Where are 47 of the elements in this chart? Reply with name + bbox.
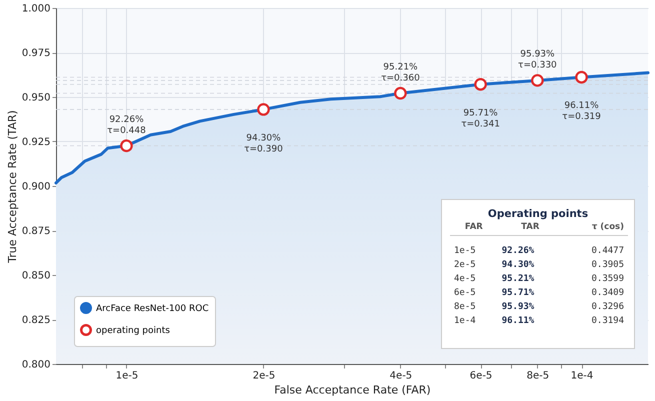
annotation: 94.30%: [500, 259, 536, 272]
x-tick-label: 1e-4: [570, 370, 594, 382]
annotation: 0.3194: [590, 315, 625, 328]
annotation: 95.93%: [500, 301, 536, 314]
x-axis-title: False Acceptance Rate (FAR): [274, 384, 431, 396]
annotation: 1e-5: [453, 245, 477, 258]
y-tick-label: 0.950: [22, 92, 50, 104]
annotation: 92.26% τ=0.448: [107, 114, 146, 136]
annotation: 0.3599: [590, 273, 625, 286]
annotation: 0.4477: [590, 245, 625, 258]
annotation: 95.71% τ=0.341: [461, 108, 500, 130]
annotation: 96.11%: [500, 315, 536, 328]
y-tick-label: 0.850: [22, 270, 50, 282]
annotation: 95.93% τ=0.330: [518, 49, 558, 70]
x-tick-label: 6e-5: [470, 370, 492, 382]
annotation: 0.3296: [590, 301, 625, 314]
legend-label: ArcFace ResNet-100 ROC: [96, 304, 209, 314]
annotation: Operating points: [486, 208, 590, 220]
annotation: 4e-5: [453, 273, 477, 286]
annotation: 6e-5: [453, 287, 477, 300]
y-axis-title: True Acceptance Rate (TAR): [6, 110, 19, 264]
annotation: 94.30% τ=0.390: [244, 133, 284, 154]
x-tick-label: 1e-5: [116, 370, 138, 382]
annotation: 8e-5: [453, 301, 477, 314]
y-tick-label: 0.825: [22, 315, 50, 326]
annotation: 92.26%: [500, 245, 536, 258]
annotation: 0.3905: [590, 259, 625, 272]
y-tick-label: 0.875: [22, 226, 50, 237]
annotation: 1e-4: [453, 315, 477, 328]
x-tick-label: 2e-5: [252, 370, 276, 382]
annotation: 95.71%: [500, 287, 536, 300]
annotation: TAR: [498, 220, 563, 236]
annotation: τ (cos): [562, 220, 628, 236]
y-tick-label: 0.800: [22, 360, 50, 370]
y-tick-label: 0.900: [22, 182, 50, 192]
annotation: 95.21% τ=0.360: [381, 62, 420, 84]
annotation: FAR: [450, 220, 498, 236]
x-tick-label: 8e-5: [526, 370, 550, 382]
annotation: 95.21%: [500, 273, 536, 286]
annotation: 96.11% τ=0.319: [562, 101, 602, 122]
y-tick-label: 0.975: [22, 48, 50, 59]
annotation: 2e-5: [453, 259, 477, 272]
y-tick-label: 1.000: [22, 4, 50, 14]
y-tick-label: 0.925: [22, 137, 50, 148]
legend-label: operating points: [96, 326, 170, 336]
annotation: 0.3409: [590, 287, 625, 300]
x-tick-label: 4e-5: [390, 370, 412, 382]
